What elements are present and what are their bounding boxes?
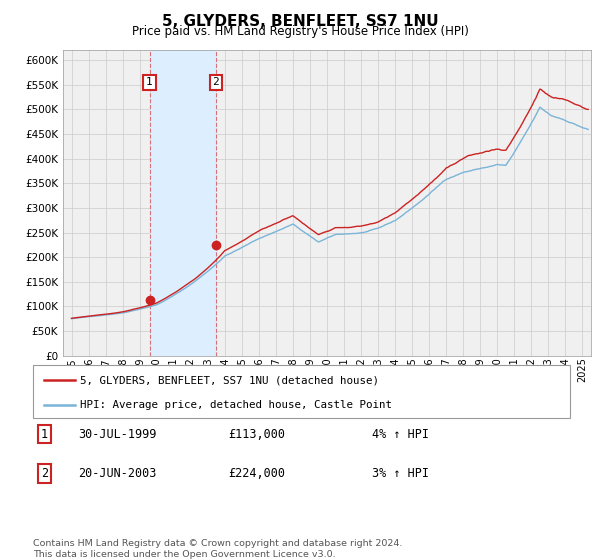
Text: 20-JUN-2003: 20-JUN-2003 <box>78 466 157 480</box>
Text: Contains HM Land Registry data © Crown copyright and database right 2024.
This d: Contains HM Land Registry data © Crown c… <box>33 539 403 559</box>
Bar <box>149 50 216 356</box>
Text: 30-JUL-1999: 30-JUL-1999 <box>78 427 157 441</box>
Text: 2: 2 <box>212 77 219 87</box>
Text: 1: 1 <box>146 77 153 87</box>
Text: 3% ↑ HPI: 3% ↑ HPI <box>372 466 429 480</box>
Text: 5, GLYDERS, BENFLEET, SS7 1NU: 5, GLYDERS, BENFLEET, SS7 1NU <box>161 14 439 29</box>
Text: £113,000: £113,000 <box>228 427 285 441</box>
Text: 5, GLYDERS, BENFLEET, SS7 1NU (detached house): 5, GLYDERS, BENFLEET, SS7 1NU (detached … <box>80 375 379 385</box>
Text: Price paid vs. HM Land Registry's House Price Index (HPI): Price paid vs. HM Land Registry's House … <box>131 25 469 38</box>
Text: 4% ↑ HPI: 4% ↑ HPI <box>372 427 429 441</box>
Text: HPI: Average price, detached house, Castle Point: HPI: Average price, detached house, Cast… <box>80 400 392 410</box>
Text: £224,000: £224,000 <box>228 466 285 480</box>
Text: 2: 2 <box>41 466 48 480</box>
Text: 1: 1 <box>41 427 48 441</box>
